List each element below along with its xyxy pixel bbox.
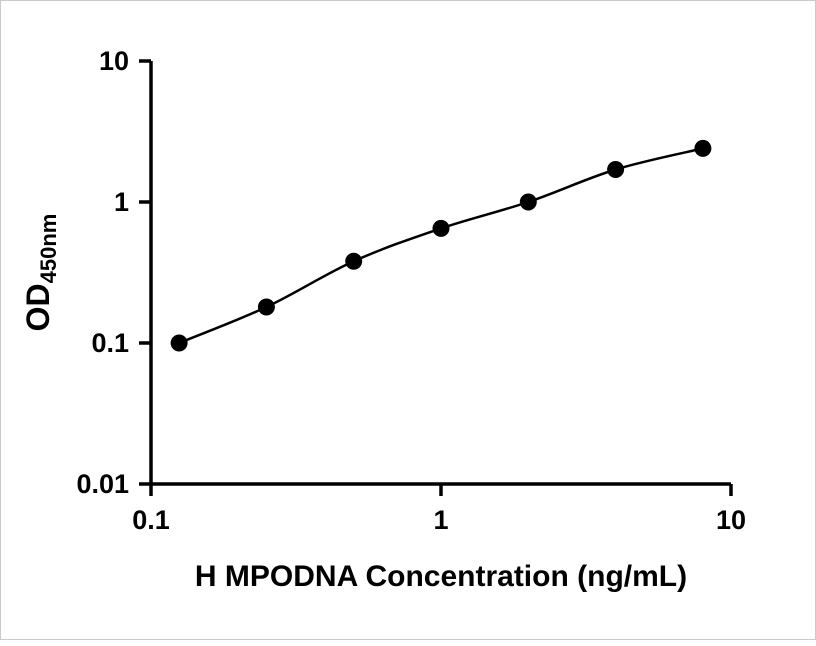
y-axis-title-subscript: 450nm — [36, 214, 61, 284]
x-tick-label: 1 — [433, 505, 448, 535]
data-point — [694, 139, 712, 157]
y-tick-label: 1 — [114, 187, 129, 217]
x-tick-label: 10 — [716, 505, 746, 535]
y-axis-title-main: OD — [20, 283, 56, 331]
y-axis-title: OD450nm — [20, 214, 61, 332]
x-tick-label: 0.1 — [132, 505, 170, 535]
y-tick-label: 10 — [99, 46, 129, 76]
y-tick-label: 0.01 — [76, 469, 129, 499]
y-tick-label: 0.1 — [91, 328, 129, 358]
x-axis-title: H MPODNA Concentration (ng/mL) — [195, 560, 687, 593]
data-point — [345, 252, 363, 270]
data-point — [170, 334, 188, 352]
data-point — [519, 193, 537, 211]
data-point — [257, 298, 275, 316]
data-point — [607, 161, 625, 179]
series-line — [178, 147, 704, 345]
axis-frame — [149, 61, 731, 486]
data-point — [432, 219, 450, 237]
